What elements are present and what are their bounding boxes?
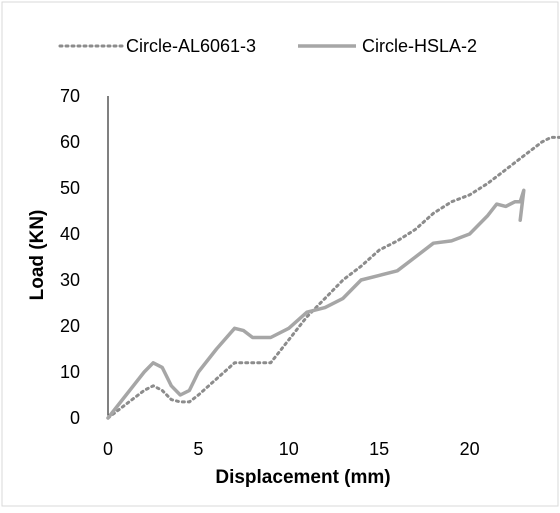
x-tick-labels: 0 5 10 15 20 xyxy=(103,439,480,459)
series-line-0 xyxy=(106,135,560,420)
y-tick-label: 70 xyxy=(60,86,80,106)
y-axis-title: Load (KN) xyxy=(27,210,48,301)
series-layer xyxy=(106,135,560,420)
legend-label-al6061: Circle-AL6061-3 xyxy=(126,36,256,56)
y-tick-label: 30 xyxy=(60,270,80,290)
x-tick-label: 10 xyxy=(279,439,299,459)
y-tick-label: 10 xyxy=(60,362,80,382)
x-tick-label: 5 xyxy=(193,439,203,459)
x-tick-label: 15 xyxy=(369,439,389,459)
x-tick-label: 20 xyxy=(460,439,480,459)
x-axis-title: Displacement (mm) xyxy=(215,467,390,488)
y-tick-label: 40 xyxy=(60,224,80,244)
legend-label-hsla: Circle-HSLA-2 xyxy=(362,36,477,56)
y-tick-label: 50 xyxy=(60,178,80,198)
x-tick-label: 0 xyxy=(103,439,113,459)
y-tick-label: 20 xyxy=(60,316,80,336)
legend: Circle-AL6061-3 Circle-HSLA-2 xyxy=(58,36,477,56)
y-tick-label: 60 xyxy=(60,132,80,152)
series-line-1 xyxy=(106,188,526,420)
y-tick-labels: 0 10 20 30 40 50 60 70 xyxy=(60,86,80,428)
y-tick-label: 0 xyxy=(70,408,80,428)
